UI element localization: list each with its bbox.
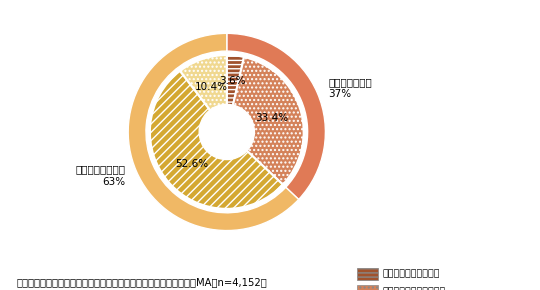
Wedge shape xyxy=(128,33,299,231)
Wedge shape xyxy=(180,55,227,132)
Wedge shape xyxy=(227,55,244,132)
Text: 33.4%: 33.4% xyxy=(255,113,289,123)
Text: 10.4%: 10.4% xyxy=(195,82,228,92)
Circle shape xyxy=(199,104,254,160)
Text: 52.6%: 52.6% xyxy=(175,159,208,169)
Text: 3.6%: 3.6% xyxy=(219,76,246,86)
Legend: いつも摄取できている, だいたい摄取できている, あまり摄取できていない, ほとんど摄取できていない: いつも摄取できている, だいたい摄取できている, あまり摄取できていない, ほと… xyxy=(355,266,454,290)
Wedge shape xyxy=(150,71,283,209)
Text: 図９：鉢の野菜摄取している人の１日に必要な野菜摄取量の摄取（MA：n=4,152）: 図９：鉢の野菜摄取している人の１日に必要な野菜摄取量の摄取（MA：n=4,152… xyxy=(16,277,267,287)
Wedge shape xyxy=(227,33,326,200)
Wedge shape xyxy=(227,57,303,185)
Text: 摄取できていない
63%: 摄取できていない 63% xyxy=(76,165,125,187)
Text: 摄取できている
37%: 摄取できている 37% xyxy=(328,77,372,99)
